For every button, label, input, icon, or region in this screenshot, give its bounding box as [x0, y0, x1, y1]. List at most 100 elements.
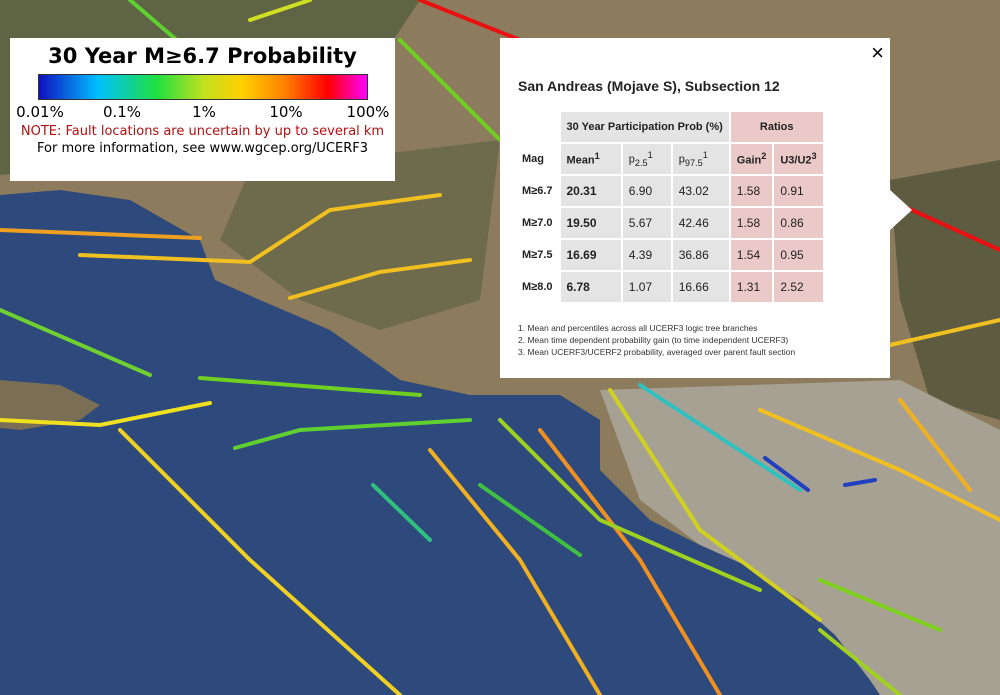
header-sub: 2.5: [634, 157, 648, 168]
fault: [371, 483, 432, 542]
row-header: M≥7.5: [522, 249, 553, 261]
fault: [428, 448, 602, 695]
fault: [0, 401, 212, 428]
fault: [843, 478, 877, 487]
header-sup: 3: [811, 151, 817, 162]
fault: [758, 408, 1000, 522]
fault: [898, 398, 972, 492]
table-cell: 2.52: [774, 272, 823, 302]
column-header: p97.51: [672, 144, 729, 174]
legend: 30 Year M≥6.7 Probability 0.01% 0.1% 1% 10%…: [10, 38, 395, 181]
column-header: p2.51: [622, 144, 671, 174]
footnote: 1. Mean and percentiles across all UCERF…: [518, 323, 758, 333]
group-header: 30 Year Participation Prob (%): [560, 112, 729, 142]
fault: [288, 258, 472, 300]
header-text: p: [628, 153, 635, 166]
fault: [888, 318, 1000, 347]
mountains: [220, 140, 500, 330]
table-row: M≥7.0 19.50 5.67 42.46 1.58 0.86: [516, 208, 823, 238]
fault: [248, 0, 312, 22]
table-cell: 42.46: [672, 208, 729, 238]
fault: [118, 428, 402, 695]
header-text: Mean: [566, 154, 595, 167]
table-row: M≥6.7 20.31 6.90 43.02 1.58 0.91: [516, 176, 823, 206]
header-sup: 1: [702, 150, 708, 161]
island: [0, 380, 100, 430]
header-sub: 97.5: [684, 157, 703, 168]
popup-pointer: [890, 190, 912, 230]
table-cell: 1.54: [730, 240, 773, 270]
empty-cell: [516, 112, 559, 142]
table-cell: 1.58: [730, 208, 773, 238]
header-sup: 1: [594, 151, 600, 162]
fault: [0, 228, 202, 240]
table-cell: 6.90: [622, 176, 671, 206]
table-cell: 4.39: [622, 240, 671, 270]
table-cell: 43.02: [672, 176, 729, 206]
table-cell: 5.67: [622, 208, 671, 238]
table-cell: 6.78: [560, 272, 621, 302]
table-cell: 0.86: [774, 208, 823, 238]
fault: [478, 483, 582, 557]
header-text: Mag: [522, 153, 544, 165]
fault: [538, 428, 722, 695]
footnote: 3. Mean UCERF3/UCERF2 probability, avera…: [518, 347, 796, 357]
popup: × San Andreas (Mojave S), Subsection 12 …: [500, 38, 890, 378]
fault: [0, 308, 152, 377]
header-row: Mag Mean1 p2.51 p97.51 Gain2 U3/U23: [516, 144, 823, 174]
mountains: [890, 160, 1000, 420]
group-header: Ratios: [730, 112, 823, 142]
header-text: p: [678, 153, 685, 166]
scale-label: 0.01%: [16, 103, 64, 121]
legend-title: 30 Year M≥6.7 Probability: [48, 44, 357, 68]
fault: [233, 418, 472, 450]
fault: [818, 578, 942, 632]
table-cell: 1.58: [730, 176, 773, 206]
footnotes: 1. Mean and percentiles across all UCERF…: [518, 322, 795, 358]
table-cell: 1.31: [730, 272, 773, 302]
header-sup: 2: [761, 151, 767, 162]
table-cell: 1.07: [622, 272, 671, 302]
table-cell: 16.69: [560, 240, 621, 270]
fault: [198, 376, 422, 397]
scale-label: 1%: [192, 103, 216, 121]
table-cell: 0.95: [774, 240, 823, 270]
table-cell: 36.86: [672, 240, 729, 270]
scale-labels: 0.01% 0.1% 1% 10% 100%: [10, 100, 395, 122]
row-header: M≥8.0: [522, 281, 553, 293]
fault: [818, 628, 902, 695]
column-header: Mag: [516, 144, 559, 174]
close-button[interactable]: ×: [871, 40, 884, 65]
table-cell: 20.31: [560, 176, 621, 206]
urban-area: [600, 380, 1000, 695]
scale-label: 10%: [269, 103, 303, 121]
fault: [498, 418, 762, 592]
probability-table: 30 Year Participation Prob (%) Ratios Mag M…: [514, 110, 825, 304]
scale-label: 0.1%: [102, 103, 142, 121]
group-header-row: 30 Year Participation Prob (%) Ratios: [516, 112, 823, 142]
column-header: Gain2: [730, 144, 773, 174]
row-header: M≥7.0: [522, 217, 553, 229]
header-text: U3/U2: [780, 154, 812, 167]
column-header: U3/U23: [774, 144, 823, 174]
fault: [608, 388, 822, 622]
fault: [398, 38, 502, 142]
column-header: Mean1: [560, 144, 621, 174]
table-cell: 16.66: [672, 272, 729, 302]
header-text: Gain: [736, 154, 762, 167]
fault: [763, 456, 810, 492]
note: NOTE: Fault locations are uncertain by u…: [20, 124, 385, 139]
table-row: M≥7.5 16.69 4.39 36.86 1.54 0.95: [516, 240, 823, 270]
popup-title: San Andreas (Mojave S), Subsection 12: [518, 78, 780, 94]
table-row: M≥8.0 6.78 1.07 16.66 1.31 2.52: [516, 272, 823, 302]
ocean: [0, 190, 880, 695]
footnote: 2. Mean time dependent probability gain …: [518, 335, 789, 345]
row-header: M≥6.7: [522, 185, 553, 197]
info: For more information, see www.wgcep.org/…: [37, 141, 368, 156]
fault: [78, 193, 442, 265]
color-bar: [37, 74, 368, 100]
table-cell: 0.91: [774, 176, 823, 206]
scale-label: 100%: [346, 103, 390, 121]
fault: [418, 0, 522, 42]
